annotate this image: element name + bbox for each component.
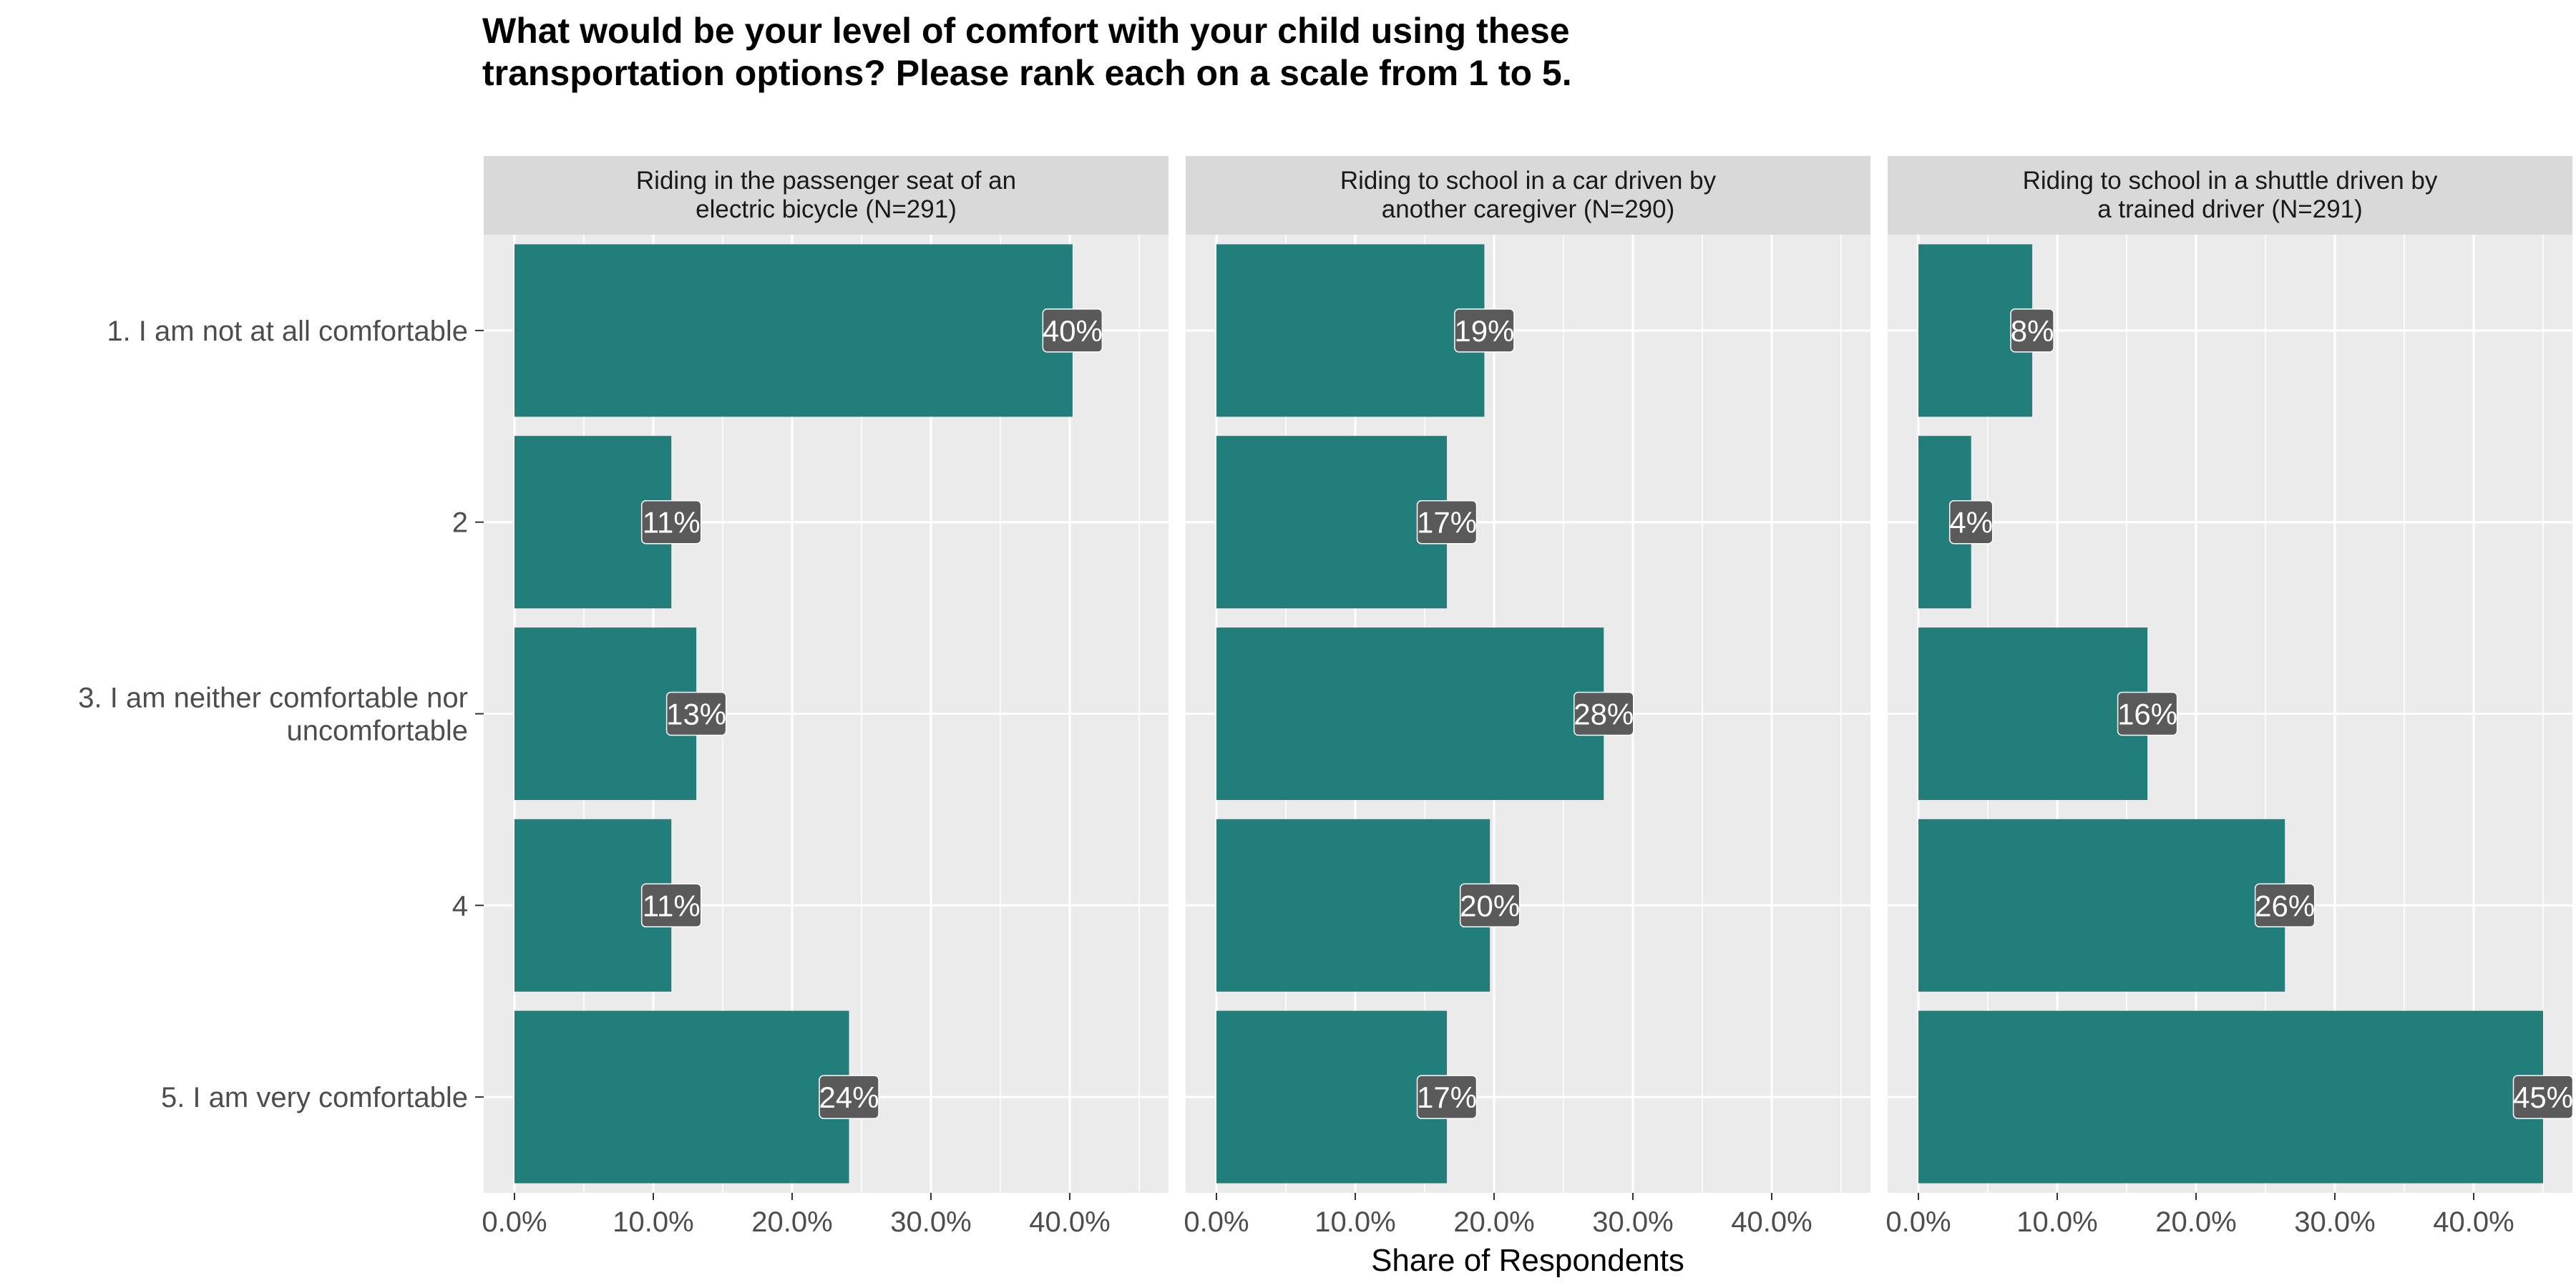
data-label: 24% [819, 1080, 879, 1114]
x-tick-label: 0.0% [1184, 1206, 1249, 1238]
facet-title: another caregiver (N=290) [1382, 195, 1675, 223]
bar [1216, 819, 1491, 992]
data-label: 45% [2513, 1080, 2573, 1114]
x-axis-title: Share of Respondents [1371, 1243, 1684, 1278]
y-tick-label: 1. I am not at all comfortable [107, 316, 468, 347]
x-tick-label: 20.0% [1453, 1206, 1534, 1238]
x-tick-label: 40.0% [2433, 1206, 2514, 1238]
facet-title: Riding in the passenger seat of an [636, 167, 1016, 195]
x-tick-label: 30.0% [1592, 1206, 1673, 1238]
data-label: 19% [1454, 314, 1514, 348]
bar [514, 627, 697, 801]
data-label-box [640, 499, 702, 545]
data-label-box [1416, 1075, 1478, 1119]
data-label: 11% [643, 889, 701, 922]
x-tick-label: 20.0% [2155, 1206, 2236, 1238]
facet-title: Riding to school in a car driven by [1340, 167, 1717, 195]
y-tick-label: 4 [452, 890, 468, 922]
x-tick-label: 30.0% [2294, 1206, 2375, 1238]
data-label-box [819, 1075, 879, 1119]
x-tick-label: 40.0% [1029, 1206, 1110, 1238]
x-tick-label: 0.0% [482, 1206, 547, 1238]
data-label-box [2254, 883, 2316, 928]
data-label-box [2010, 308, 2054, 353]
data-label: 17% [1417, 1080, 1477, 1114]
bar [1918, 627, 2148, 801]
bar [1216, 627, 1604, 801]
x-tick-label: 10.0% [613, 1206, 693, 1238]
facet-strip [1186, 156, 1870, 235]
data-label-box [665, 691, 727, 736]
x-tick-label: 0.0% [1885, 1206, 1951, 1238]
y-tick-label: 2 [452, 507, 468, 539]
y-tick-label: 3. I am neither comfortable nor [78, 683, 468, 714]
data-label-box [640, 883, 702, 928]
data-label: 17% [1417, 506, 1477, 540]
data-label: 16% [2117, 698, 2177, 731]
data-label: 28% [1574, 698, 1634, 731]
facet-strip [484, 156, 1169, 235]
bar [1216, 244, 1485, 417]
y-tick-label: uncomfortable [287, 716, 468, 747]
x-tick-label: 40.0% [1731, 1206, 1812, 1238]
bar [514, 244, 1073, 417]
data-label-box [1416, 499, 1478, 545]
bar [1918, 1010, 2543, 1184]
facet-title: Riding to school in a shuttle driven by [2023, 167, 2438, 195]
data-label: 20% [1460, 889, 1520, 922]
data-label-box [1454, 308, 1515, 353]
data-label: 4% [1949, 506, 1993, 540]
facet-title: a trained driver (N=291) [2097, 195, 2363, 223]
bar [1216, 436, 1448, 609]
bar [1216, 1010, 1448, 1184]
data-label: 40% [1043, 314, 1103, 348]
data-label: 8% [2011, 314, 2054, 348]
data-label-box [1459, 883, 1521, 928]
data-label: 13% [666, 698, 726, 731]
x-tick-label: 10.0% [2016, 1206, 2097, 1238]
chart-title: What would be your level of comfort with… [482, 11, 1572, 93]
facet-title: electric bicycle (N=291) [696, 195, 957, 223]
data-label: 26% [2255, 889, 2315, 922]
bar [1918, 819, 2285, 992]
x-tick-label: 30.0% [890, 1206, 971, 1238]
data-label-box [2117, 691, 2178, 736]
y-tick-label: 5. I am very comfortable [161, 1082, 468, 1113]
bar [514, 1010, 849, 1184]
data-label-box [1574, 691, 1634, 736]
x-tick-label: 10.0% [1314, 1206, 1395, 1238]
data-label-box [2512, 1075, 2574, 1119]
x-tick-label: 20.0% [751, 1206, 832, 1238]
facet-strip [1888, 156, 2572, 235]
data-label: 11% [643, 506, 701, 540]
data-label-box [1948, 499, 1994, 545]
data-label-box [1042, 308, 1103, 353]
